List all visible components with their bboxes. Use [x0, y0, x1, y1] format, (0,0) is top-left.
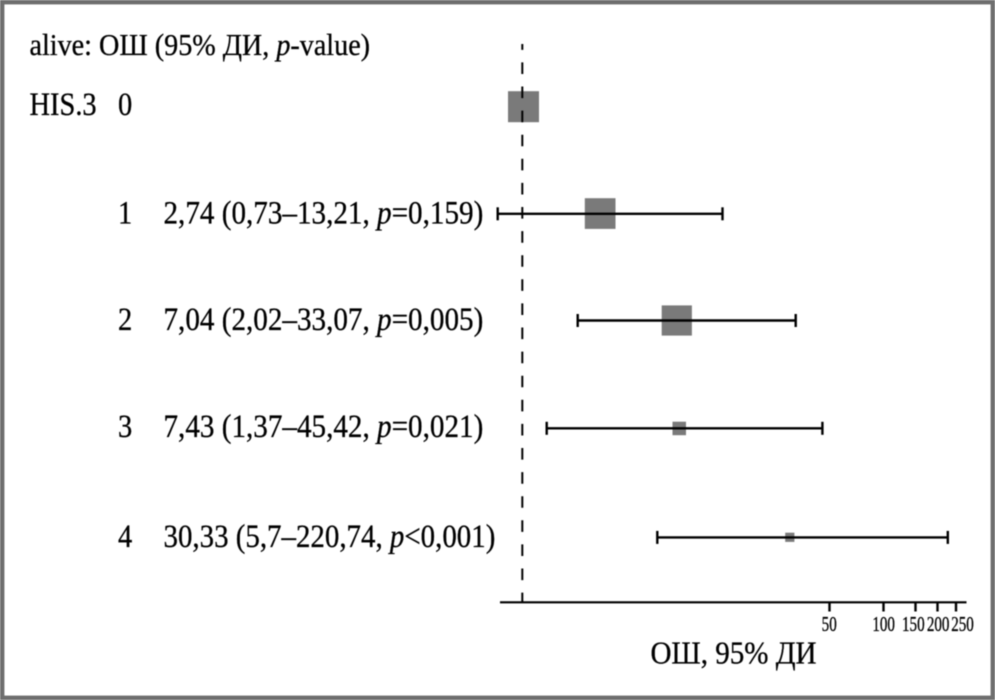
svg-text:alive: ОШ (95% ДИ, p-value): alive: ОШ (95% ДИ, p-value)	[30, 29, 371, 63]
svg-text:7,04 (2,02–33,07, p=0,005): 7,04 (2,02–33,07, p=0,005)	[164, 300, 484, 337]
svg-text:1: 1	[118, 195, 132, 231]
svg-text:7,43 (1,37–45,42, p=0,021): 7,43 (1,37–45,42, p=0,021)	[164, 407, 484, 444]
svg-text:100: 100	[872, 612, 895, 636]
svg-text:250: 250	[951, 612, 974, 636]
svg-text:2: 2	[118, 301, 132, 337]
svg-text:2,74 (0,73–13,21, p=0,159): 2,74 (0,73–13,21, p=0,159)	[164, 194, 484, 231]
svg-text:200: 200	[927, 612, 950, 636]
svg-text:3: 3	[118, 408, 132, 444]
svg-text:50: 50	[822, 612, 837, 636]
svg-text:4: 4	[118, 518, 132, 554]
svg-text:0: 0	[118, 86, 132, 122]
svg-text:150: 150	[902, 612, 925, 636]
svg-text:HIS.3: HIS.3	[30, 86, 97, 122]
svg-text:ОШ, 95% ДИ: ОШ, 95% ДИ	[650, 635, 816, 671]
svg-text:30,33 (5,7–220,74, p<0,001): 30,33 (5,7–220,74, p<0,001)	[164, 517, 496, 554]
